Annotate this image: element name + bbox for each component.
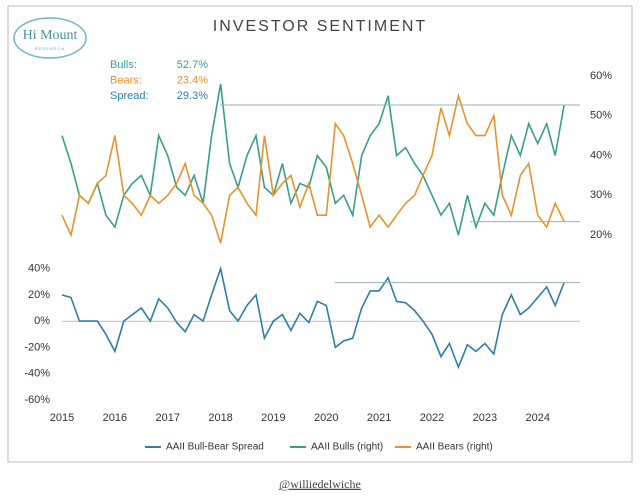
y2-tick-label: 30% [590,189,612,201]
x-tick-label: 2017 [155,412,179,424]
annotation-value: 29.3% [177,90,208,102]
y2-tick-label: 50% [590,110,612,122]
y-tick-label: 40% [28,262,50,274]
annotation-label: Spread: [110,90,149,102]
frame [7,5,633,463]
legend-label: AAII Bears (right) [416,442,493,453]
y-tick-label: -60% [24,394,50,406]
annotation-label: Bears: [110,74,142,86]
x-tick-label: 2015 [50,412,74,424]
annotation-value: 23.4% [177,74,208,86]
chart-title: INVESTOR SENTIMENT [213,18,427,35]
annotation-value: 52.7% [177,59,208,71]
x-tick-label: 2016 [103,412,127,424]
footer: @williedelwiche [279,477,361,491]
x-tick-label: 2019 [261,412,285,424]
annotation-label: Bulls: [110,59,137,71]
legend-label: AAII Bull-Bear Spread [166,442,264,453]
logo-tagline: RESEARCH [35,46,65,51]
series-line [61,265,565,370]
y-tick-label: 20% [28,289,50,301]
x-tick-label: 2024 [525,412,549,424]
x-tick-label: 2021 [367,412,391,424]
y2-tick-label: 40% [590,149,612,161]
legend-label: AAII Bulls (right) [311,442,383,453]
y-tick-label: -40% [24,368,50,380]
y2-tick-label: 60% [590,70,612,82]
x-tick-label: 2023 [473,412,497,424]
logo-name: Hi Mount [23,28,78,43]
y-tick-label: -20% [24,341,50,353]
x-tick-label: 2022 [420,412,444,424]
x-tick-label: 2020 [314,412,338,424]
logo-ring [13,17,87,59]
series-line [61,92,565,244]
y2-tick-label: 20% [590,229,612,241]
x-tick-label: 2018 [208,412,232,424]
y-tick-label: 0% [34,315,50,327]
series-line [61,83,565,236]
